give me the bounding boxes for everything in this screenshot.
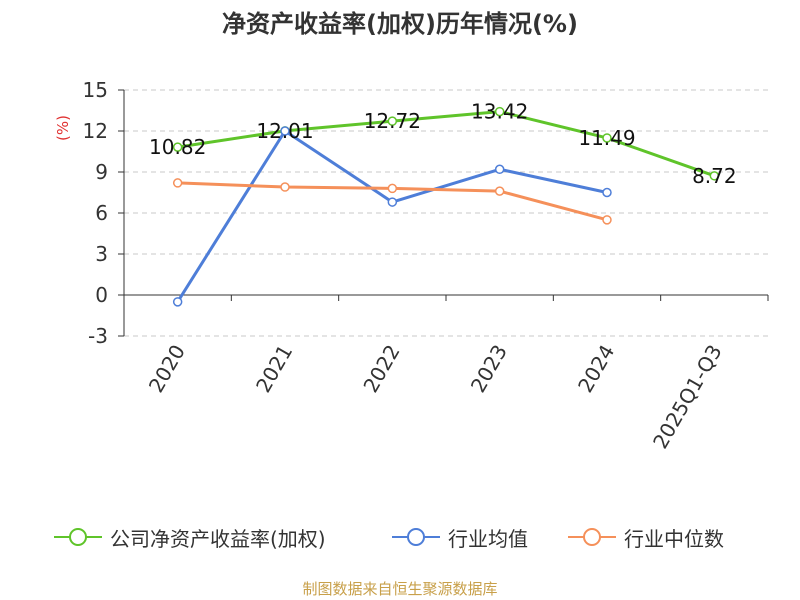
y-tick-label: 0	[95, 283, 108, 307]
data-point	[280, 126, 290, 136]
data-point	[387, 183, 398, 194]
series-line-0	[177, 110, 715, 178]
chart-title: 净资产收益率(加权)历年情况(%)	[222, 10, 578, 38]
data-label: 12.01	[256, 119, 313, 143]
data-point	[387, 197, 398, 207]
y-tick-label: -3	[88, 324, 108, 348]
y-tick-label: 12	[83, 119, 108, 143]
x-tick-label: 2024	[573, 341, 619, 397]
data-point	[709, 171, 720, 181]
x-tick-label: 2020	[144, 341, 190, 397]
data-point	[172, 178, 183, 188]
data-point	[602, 187, 612, 198]
data-label: 11.49	[578, 126, 635, 150]
y-tick-label: 9	[95, 160, 108, 184]
y-tick-label: 15	[83, 78, 108, 102]
data-labels: 10.82 12.01 12.72 13.42 11.49 8.72	[149, 100, 737, 188]
data-point	[494, 164, 505, 175]
data-point	[494, 186, 505, 196]
x-tick-label: 2025Q1-Q3	[648, 341, 727, 453]
data-point	[172, 142, 183, 152]
data-point	[494, 106, 505, 117]
data-label: 8.72	[692, 164, 737, 188]
data-point	[602, 215, 612, 225]
legend-company-icon	[54, 528, 102, 546]
x-tick-label: 2021	[251, 341, 297, 397]
series-group	[172, 106, 720, 307]
source-note: 制图数据来自恒生聚源数据库	[302, 580, 498, 598]
data-point	[280, 182, 290, 192]
legend-item-industry-mean[interactable]: 行业均值	[392, 522, 528, 552]
data-label: 10.82	[149, 135, 206, 159]
data-point	[387, 116, 398, 126]
data-label: 12.72	[364, 109, 421, 133]
data-label: 13.42	[471, 100, 528, 124]
legend-label-industry-median: 行业中位数	[624, 526, 724, 551]
data-point	[172, 297, 183, 307]
y-axis-label: (%)	[54, 115, 72, 141]
legend-item-company[interactable]: 公司净资产收益率(加权)	[54, 522, 326, 552]
y-tick-label: 6	[95, 201, 108, 225]
x-tick-label: 2023	[466, 340, 512, 396]
legend-industry-median-icon	[568, 528, 616, 546]
legend-industry-mean-icon	[392, 528, 440, 546]
legend-item-industry-median[interactable]: 行业中位数	[568, 522, 724, 552]
legend-label-company: 公司净资产收益率(加权)	[110, 526, 326, 551]
y-tick-label: 3	[95, 242, 108, 266]
data-point	[602, 133, 612, 143]
legend-label-industry-mean: 行业均值	[448, 526, 528, 551]
series-line-1	[176, 129, 608, 303]
x-tick-label: 2022	[358, 341, 404, 397]
